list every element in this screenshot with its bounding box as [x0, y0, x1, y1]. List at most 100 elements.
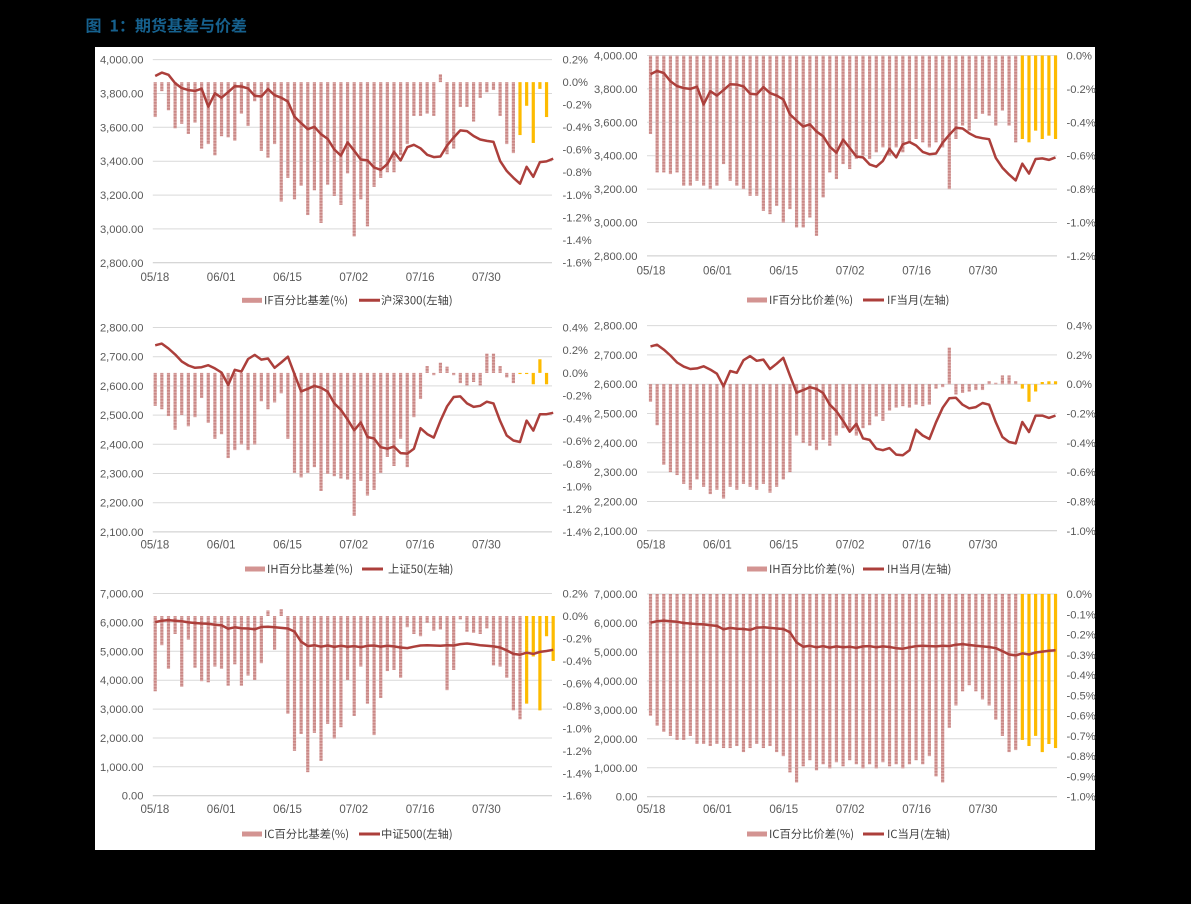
- svg-text:07/30: 07/30: [472, 272, 501, 284]
- svg-text:2,300.00: 2,300.00: [594, 467, 638, 479]
- svg-text:-1.0%: -1.0%: [563, 482, 592, 494]
- svg-text:3,400.00: 3,400.00: [594, 151, 638, 163]
- svg-text:-0.2%: -0.2%: [563, 391, 592, 403]
- svg-text:1,000.00: 1,000.00: [100, 762, 144, 774]
- svg-text:-0.6%: -0.6%: [1067, 151, 1096, 163]
- svg-text:0.0%: 0.0%: [563, 77, 589, 89]
- svg-text:6,000.00: 6,000.00: [594, 618, 638, 630]
- svg-text:07/02: 07/02: [339, 804, 368, 816]
- svg-text:0.0%: 0.0%: [1067, 589, 1093, 601]
- svg-text:-0.6%: -0.6%: [1067, 467, 1096, 479]
- svg-text:-0.2%: -0.2%: [563, 100, 592, 112]
- svg-text:07/30: 07/30: [969, 266, 998, 278]
- svg-text:07/02: 07/02: [836, 804, 865, 816]
- svg-text:2,200.00: 2,200.00: [594, 497, 638, 509]
- svg-text:-1.0%: -1.0%: [563, 190, 592, 202]
- svg-text:-0.4%: -0.4%: [1067, 117, 1096, 129]
- svg-text:-0.6%: -0.6%: [1067, 711, 1096, 723]
- svg-text:-0.3%: -0.3%: [1067, 650, 1096, 662]
- svg-text:3,400.00: 3,400.00: [100, 156, 144, 168]
- svg-text:05/18: 05/18: [141, 272, 170, 284]
- svg-text:2,300.00: 2,300.00: [100, 469, 144, 481]
- svg-text:07/16: 07/16: [902, 539, 931, 551]
- svg-text:-0.4%: -0.4%: [563, 413, 592, 425]
- svg-text:3,600.00: 3,600.00: [594, 117, 638, 129]
- svg-text:2,700.00: 2,700.00: [100, 352, 144, 364]
- svg-text:0.0%: 0.0%: [563, 611, 589, 623]
- svg-text:-1.0%: -1.0%: [563, 723, 592, 735]
- svg-text:-1.0%: -1.0%: [1067, 218, 1096, 230]
- svg-text:-0.8%: -0.8%: [1067, 751, 1096, 763]
- svg-text:06/01: 06/01: [207, 272, 236, 284]
- svg-text:2,100.00: 2,100.00: [100, 527, 144, 539]
- svg-text:-0.4%: -0.4%: [1067, 670, 1096, 682]
- svg-text:-1.4%: -1.4%: [563, 768, 592, 780]
- svg-text:-0.9%: -0.9%: [1067, 771, 1096, 783]
- svg-text:2,400.00: 2,400.00: [100, 439, 144, 451]
- svg-text:3,600.00: 3,600.00: [100, 122, 144, 134]
- svg-text:4,000.00: 4,000.00: [100, 675, 144, 687]
- svg-text:0.0%: 0.0%: [563, 368, 589, 380]
- svg-text:-0.4%: -0.4%: [1067, 438, 1096, 450]
- svg-text:0.2%: 0.2%: [1067, 350, 1093, 362]
- svg-text:2,600.00: 2,600.00: [100, 381, 144, 393]
- svg-text:06/01: 06/01: [703, 804, 732, 816]
- svg-text:4,000.00: 4,000.00: [594, 676, 638, 688]
- svg-text:3,000.00: 3,000.00: [594, 705, 638, 717]
- svg-text:-0.8%: -0.8%: [1067, 184, 1096, 196]
- svg-text:0.2%: 0.2%: [563, 345, 589, 357]
- svg-text:06/15: 06/15: [273, 804, 302, 816]
- svg-text:2,800.00: 2,800.00: [100, 258, 144, 270]
- svg-text:07/02: 07/02: [339, 272, 368, 284]
- svg-text:06/15: 06/15: [769, 266, 798, 278]
- svg-text:3,000.00: 3,000.00: [594, 218, 638, 230]
- svg-text:07/02: 07/02: [836, 266, 865, 278]
- svg-text:2,200.00: 2,200.00: [100, 498, 144, 510]
- svg-text:07/30: 07/30: [969, 539, 998, 551]
- svg-text:05/18: 05/18: [141, 804, 170, 816]
- svg-text:-0.2%: -0.2%: [563, 633, 592, 645]
- svg-text:-0.4%: -0.4%: [563, 656, 592, 668]
- svg-text:-1.0%: -1.0%: [1067, 792, 1096, 804]
- svg-text:6,000.00: 6,000.00: [100, 617, 144, 629]
- svg-text:2,800.00: 2,800.00: [100, 323, 144, 335]
- svg-text:-0.5%: -0.5%: [1067, 690, 1096, 702]
- svg-text:0.00: 0.00: [616, 792, 638, 804]
- svg-text:3,200.00: 3,200.00: [100, 190, 144, 202]
- svg-text:3,800.00: 3,800.00: [100, 89, 144, 101]
- svg-text:07/30: 07/30: [472, 539, 501, 551]
- svg-text:0.0%: 0.0%: [1067, 379, 1093, 391]
- svg-text:0.4%: 0.4%: [563, 323, 589, 335]
- svg-text:-1.2%: -1.2%: [563, 504, 592, 516]
- svg-text:-0.4%: -0.4%: [563, 122, 592, 134]
- svg-text:-1.4%: -1.4%: [563, 235, 592, 247]
- svg-text:2,800.00: 2,800.00: [594, 321, 638, 333]
- svg-text:5,000.00: 5,000.00: [594, 647, 638, 659]
- svg-text:2,000.00: 2,000.00: [100, 733, 144, 745]
- svg-text:3,000.00: 3,000.00: [100, 224, 144, 236]
- svg-text:2,500.00: 2,500.00: [594, 409, 638, 421]
- svg-text:-0.7%: -0.7%: [1067, 731, 1096, 743]
- svg-text:07/16: 07/16: [406, 804, 435, 816]
- svg-text:2,800.00: 2,800.00: [594, 251, 638, 263]
- svg-text:-0.8%: -0.8%: [563, 167, 592, 179]
- svg-text:07/02: 07/02: [836, 539, 865, 551]
- svg-text:-0.1%: -0.1%: [1067, 609, 1096, 621]
- svg-text:3,200.00: 3,200.00: [594, 184, 638, 196]
- svg-text:0.0%: 0.0%: [1067, 51, 1093, 63]
- svg-text:5,000.00: 5,000.00: [100, 646, 144, 658]
- svg-text:-0.2%: -0.2%: [1067, 409, 1096, 421]
- svg-text:-1.2%: -1.2%: [1067, 251, 1096, 263]
- svg-text:4,000.00: 4,000.00: [594, 51, 638, 63]
- svg-text:-0.8%: -0.8%: [563, 701, 592, 713]
- svg-text:-1.6%: -1.6%: [563, 791, 592, 803]
- svg-text:06/15: 06/15: [273, 539, 302, 551]
- svg-text:07/16: 07/16: [406, 272, 435, 284]
- svg-text:0.4%: 0.4%: [1067, 321, 1093, 333]
- svg-text:07/16: 07/16: [902, 266, 931, 278]
- svg-text:-0.2%: -0.2%: [1067, 84, 1096, 96]
- svg-text:7,000.00: 7,000.00: [594, 589, 638, 601]
- svg-text:07/30: 07/30: [969, 804, 998, 816]
- svg-text:0.00: 0.00: [122, 791, 144, 803]
- svg-text:2,000.00: 2,000.00: [594, 734, 638, 746]
